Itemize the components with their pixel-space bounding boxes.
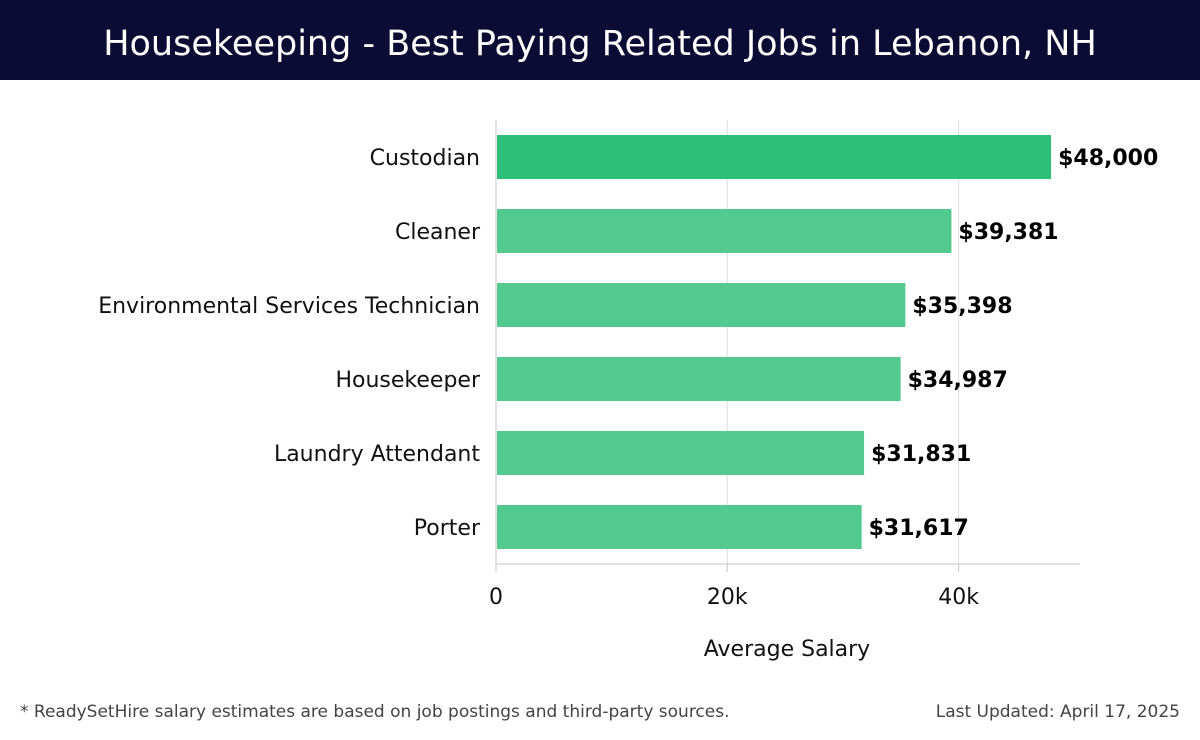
x-tick-label: 40k — [938, 585, 979, 610]
title-banner: Housekeeping - Best Paying Related Jobs … — [0, 0, 1200, 80]
footnote: * ReadySetHire salary estimates are base… — [20, 702, 730, 722]
bar-chart: 0 20k 40k Custodian $48,000 Cleaner $39,381 En… — [98, 120, 1158, 662]
labels: Custodian $48,000 Cleaner $39,381 Environmen… — [98, 146, 1158, 541]
value-label: $31,831 — [871, 442, 971, 467]
bar — [497, 283, 906, 327]
bar — [497, 431, 865, 475]
value-label: $39,381 — [958, 220, 1058, 245]
bar — [497, 357, 901, 401]
category-label: Housekeeper — [335, 368, 480, 393]
gridlines — [726, 120, 960, 564]
bar — [497, 135, 1052, 179]
x-tick-label: 20k — [707, 585, 748, 610]
last-updated: Last Updated: April 17, 2025 — [935, 702, 1180, 722]
category-label: Laundry Attendant — [274, 442, 480, 467]
category-label: Cleaner — [395, 220, 481, 245]
value-label: $48,000 — [1058, 146, 1158, 171]
value-label: $34,987 — [908, 368, 1008, 393]
value-label: $35,398 — [912, 294, 1012, 319]
category-label: Environmental Services Technician — [98, 294, 480, 319]
chart-title: Housekeeping - Best Paying Related Jobs … — [103, 24, 1097, 64]
x-tick-label: 0 — [489, 585, 503, 610]
x-axis-title: Average Salary — [704, 637, 870, 662]
category-label: Custodian — [370, 146, 480, 171]
axes: 0 20k 40k — [489, 120, 1080, 610]
bars — [497, 135, 1052, 549]
category-label: Porter — [414, 516, 481, 541]
bar — [497, 505, 862, 549]
value-label: $31,617 — [869, 516, 969, 541]
bar — [497, 209, 952, 253]
